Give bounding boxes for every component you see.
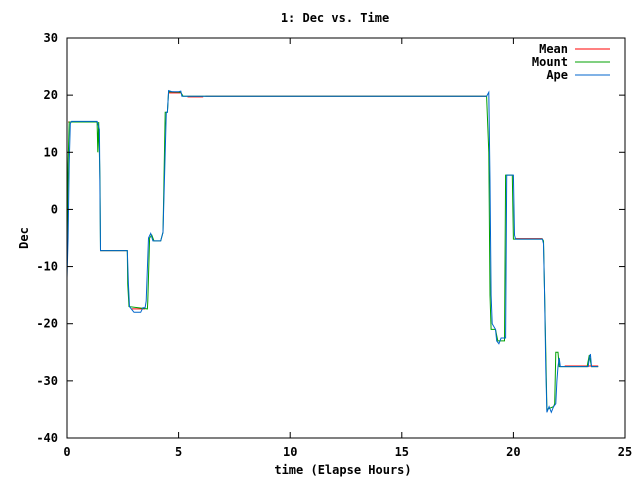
- y-tick-label: -10: [36, 260, 58, 274]
- x-tick-label: 5: [175, 445, 182, 459]
- x-tick-label: 10: [283, 445, 297, 459]
- chart-title: 1: Dec vs. Time: [281, 11, 389, 25]
- y-tick-label: -30: [36, 374, 58, 388]
- legend-label-ape: Ape: [546, 68, 568, 82]
- plot-lines: [66, 89, 599, 414]
- y-tick-label: 10: [44, 145, 58, 159]
- y-tick-label: -40: [36, 431, 58, 445]
- series-mount-line: [66, 91, 599, 411]
- legend-label-mean: Mean: [539, 42, 568, 56]
- y-tick-label: -20: [36, 317, 58, 331]
- plot-frame: [66, 37, 626, 439]
- y-tick-label: 0: [51, 202, 58, 216]
- x-tick-label: 25: [618, 445, 632, 459]
- x-tick-label: 15: [395, 445, 409, 459]
- series-ape-line: [66, 89, 599, 414]
- x-tick-label: 20: [506, 445, 520, 459]
- x-tick-label: 0: [63, 445, 70, 459]
- axes: 0 5 10 15 20 25 -40 -30 -20 -10 0 10 20 30: [36, 31, 632, 459]
- y-axis-label: Dec: [17, 227, 31, 249]
- legend-label-mount: Mount: [532, 55, 568, 69]
- y-tick-label: 30: [44, 31, 58, 45]
- x-axis-label: time (Elapse Hours): [274, 463, 411, 477]
- y-tick-label: 20: [44, 88, 58, 102]
